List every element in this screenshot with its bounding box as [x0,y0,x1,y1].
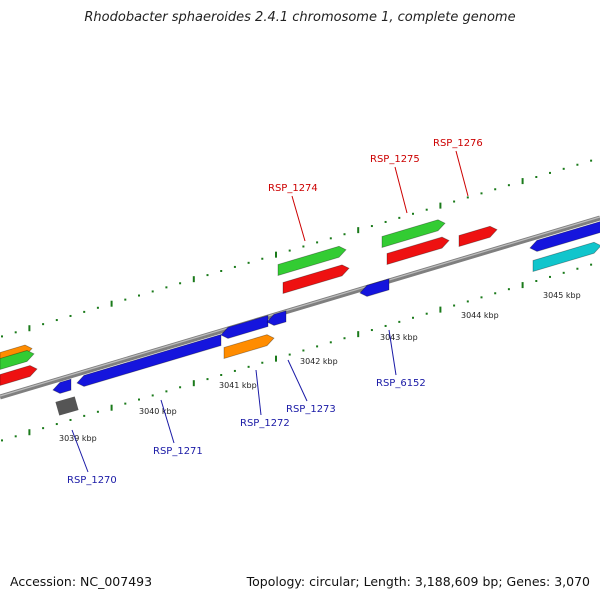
gene-arrows [0,219,600,416]
tick-labels: 3039 kbp 3040 kbp 3041 kbp 3042 kbp 3043 kbp… [59,291,581,443]
gene-label-rsp-1276[interactable]: RSP_1276 [433,138,483,149]
gene-label-rsp-1271[interactable]: RSP_1271 [153,446,203,457]
gene-label-rsp-6152[interactable]: RSP_6152 [376,378,426,389]
chromosome-backbone [0,215,600,400]
gene-arrow-rsp-1274-green[interactable] [277,245,347,277]
leader-line [394,166,408,214]
leader-line [71,429,89,473]
tick-label: 3040 kbp [139,407,177,416]
bottom-tick-dot-row [1,263,593,442]
tick-label: 3041 kbp [219,381,257,390]
tick-label: 3039 kbp [59,434,97,443]
gene-arrow-blue-2[interactable] [220,314,269,339]
tick-label: 3045 kbp [543,291,581,300]
tick-label: 3044 kbp [461,311,499,320]
gene-arrow-left-red[interactable] [0,365,38,386]
leader-line [255,369,262,416]
gene-arrow-rsp-1274-red[interactable] [282,264,350,295]
leader-line [160,399,175,444]
tick-label: 3042 kbp [300,357,338,366]
backbone-highlight [0,216,600,397]
gene-arrow-rsp-1272[interactable] [223,334,275,360]
gene-arrow-rsp-1275-green[interactable] [381,219,446,249]
gene-label-rsp-1270[interactable]: RSP_1270 [67,475,117,486]
gene-arrow-rsp-1271[interactable] [76,334,222,387]
leader-line [291,195,306,242]
gene-arrow-rsp-1273[interactable] [266,310,287,326]
gene-arrow-rsp-6152[interactable] [359,278,390,297]
accession-text: Accession: NC_007493 [10,574,153,589]
genome-summary-text: Topology: circular; Length: 3,188,609 bp… [246,574,590,589]
gene-arrow-small-blue[interactable] [52,378,72,394]
gene-arrow-rsp-1276[interactable] [458,225,498,248]
gene-label-rsp-1274[interactable]: RSP_1274 [268,183,318,194]
top-tick-dot-row [1,159,593,338]
label-leader-lines [71,150,469,473]
gene-arrow-right-cyan[interactable] [532,241,600,273]
tick-label: 3043 kbp [380,333,418,342]
gene-label-rsp-1275[interactable]: RSP_1275 [370,154,420,165]
gene-arrow-rsp-1275-red[interactable] [386,236,450,266]
leader-line [287,359,308,402]
gene-arrow-left-green[interactable] [0,350,35,370]
map-title: Rhodobacter sphaeroides 2.4.1 chromosome… [84,10,516,25]
leader-line [455,150,469,197]
leader-line [388,329,397,376]
tick-dot-rows [1,159,593,442]
gene-label-rsp-1272[interactable]: RSP_1272 [240,418,290,429]
gene-box-rsp-1270[interactable] [55,396,79,416]
gene-labels: RSP_1274 RSP_1275 RSP_1276 RSP_1270 RSP_1271… [67,138,483,486]
gene-arrow-right-blue[interactable] [529,221,600,252]
gene-label-rsp-1273[interactable]: RSP_1273 [286,404,336,415]
